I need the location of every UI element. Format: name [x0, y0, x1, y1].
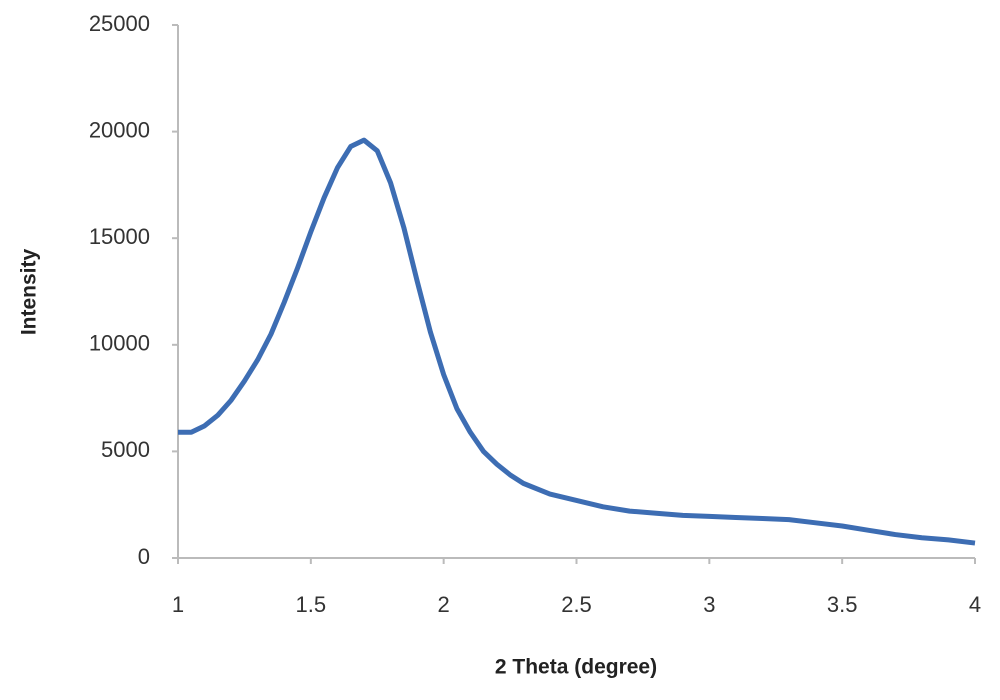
y-axis-title: Intensity [18, 249, 41, 336]
x-tick-label: 3.5 [827, 592, 858, 617]
data-line [178, 137, 976, 546]
x-tick-label: 3 [703, 592, 715, 617]
y-tick-label: 10000 [89, 331, 150, 356]
x-tick-label: 4 [969, 592, 981, 617]
x-tick-label: 1.5 [296, 592, 327, 617]
y-tick-label: 20000 [89, 117, 150, 142]
x-tick-label: 2.5 [561, 592, 592, 617]
y-tick-label: 5000 [101, 437, 150, 462]
x-axis-title: 2 Theta (degree) [495, 656, 657, 679]
x-tick-label: 1 [172, 592, 184, 617]
y-tick-label: 0 [138, 544, 150, 569]
y-tick-label: 15000 [89, 224, 150, 249]
y-tick-label: 25000 [89, 11, 150, 36]
x-tick-label: 2 [438, 592, 450, 617]
